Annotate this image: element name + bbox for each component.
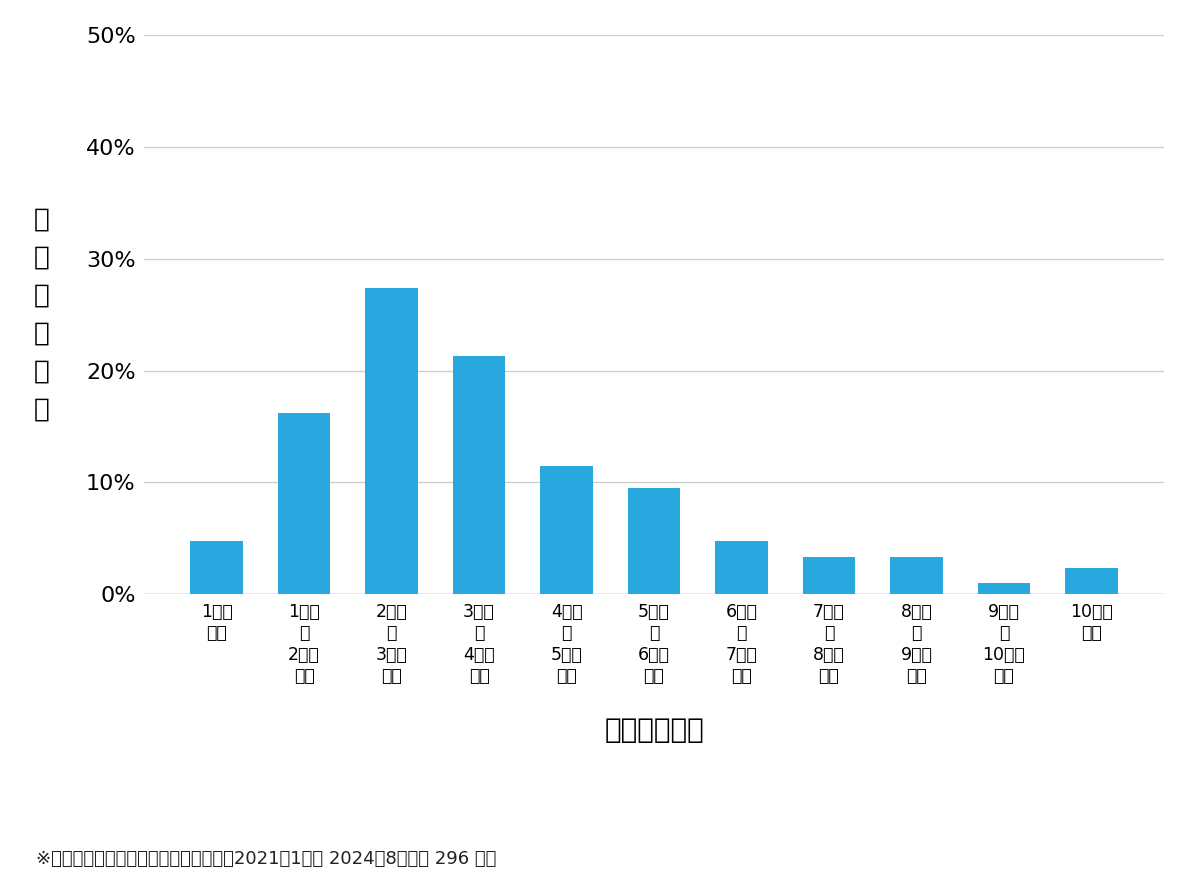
Bar (978, 583, 1030, 594)
Bar (191, 541, 242, 594)
Bar (365, 288, 418, 594)
Bar (452, 357, 505, 594)
Bar (628, 489, 680, 594)
Bar (715, 541, 768, 594)
Text: ※弾社受付の案件を対象に集計（期間：2021年1月～ 2024年8月、計 296 件）: ※弾社受付の案件を対象に集計（期間：2021年1月～ 2024年8月、計 296… (36, 850, 497, 868)
Bar (278, 413, 330, 594)
Bar (803, 557, 856, 594)
Bar (540, 466, 593, 594)
X-axis label: 費用帯（円）: 費用帯（円） (604, 716, 704, 744)
Bar (890, 557, 943, 594)
Bar (1066, 568, 1117, 594)
Text: 費
用
帯
の
割
合: 費 用 帯 の 割 合 (34, 206, 50, 423)
